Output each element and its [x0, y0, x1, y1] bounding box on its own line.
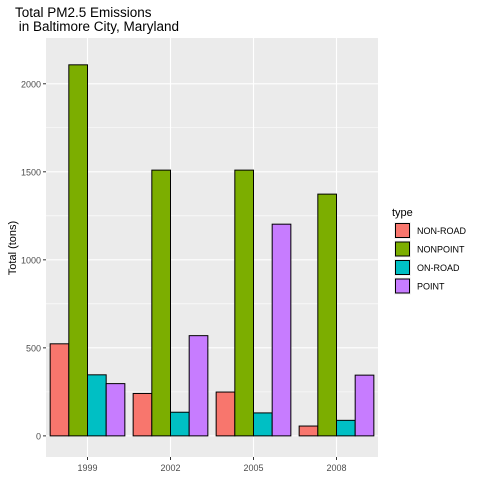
- chart-title-line2: in Baltimore City, Maryland: [15, 19, 179, 34]
- legend: type NON-ROAD NONPOINT ON-ROAD POINT: [392, 207, 466, 295]
- y-axis-title: Total (tons): [7, 221, 19, 275]
- bar-on-road-2002: [170, 411, 190, 437]
- bar-on-road-1999: [87, 374, 107, 437]
- legend-label-point: POINT: [417, 282, 445, 292]
- bar-nonpoint-2005: [234, 169, 254, 437]
- legend-label-non-road: NON-ROAD: [417, 226, 466, 236]
- bar-non-road-2008: [298, 425, 319, 437]
- y-tick-label: 500: [26, 343, 41, 353]
- axis-layer: 0 500 1000 1500 2000 1999 2002 2005 2008: [21, 79, 347, 473]
- bar-non-road-1999: [49, 343, 70, 437]
- legend-swatch-non-road: [395, 223, 410, 238]
- chart-title-line1: Total PM2.5 Emissions: [15, 5, 152, 20]
- x-tick-label: 2005: [243, 463, 263, 473]
- bar-point-2005: [271, 223, 292, 437]
- legend-title: type: [392, 207, 413, 219]
- x-tick-label: 2008: [326, 463, 346, 473]
- y-tick-label: 1000: [21, 255, 41, 265]
- legend-swatch-point: [395, 278, 410, 294]
- bar-on-road-2005: [253, 412, 273, 437]
- x-tick-label: 2002: [160, 463, 180, 473]
- bars-layer: [49, 64, 375, 437]
- bar-point-2002: [188, 335, 209, 437]
- bar-non-road-2005: [215, 391, 236, 437]
- y-tick-label: 0: [36, 431, 41, 441]
- bar-nonpoint-2008: [317, 193, 338, 437]
- bar-nonpoint-1999: [68, 64, 88, 437]
- bar-point-1999: [105, 383, 126, 437]
- y-tick-label: 1500: [21, 167, 41, 177]
- y-tick-label: 2000: [21, 79, 41, 89]
- legend-label-nonpoint: NONPOINT: [417, 245, 465, 255]
- bar-point-2008: [354, 374, 375, 437]
- legend-swatch-on-road: [395, 260, 410, 275]
- bar-nonpoint-2002: [151, 169, 171, 437]
- x-tick-label: 1999: [77, 463, 97, 473]
- bar-non-road-2002: [132, 392, 153, 437]
- legend-swatch-nonpoint: [395, 241, 410, 257]
- bar-on-road-2008: [336, 419, 356, 437]
- legend-label-on-road: ON-ROAD: [417, 263, 460, 273]
